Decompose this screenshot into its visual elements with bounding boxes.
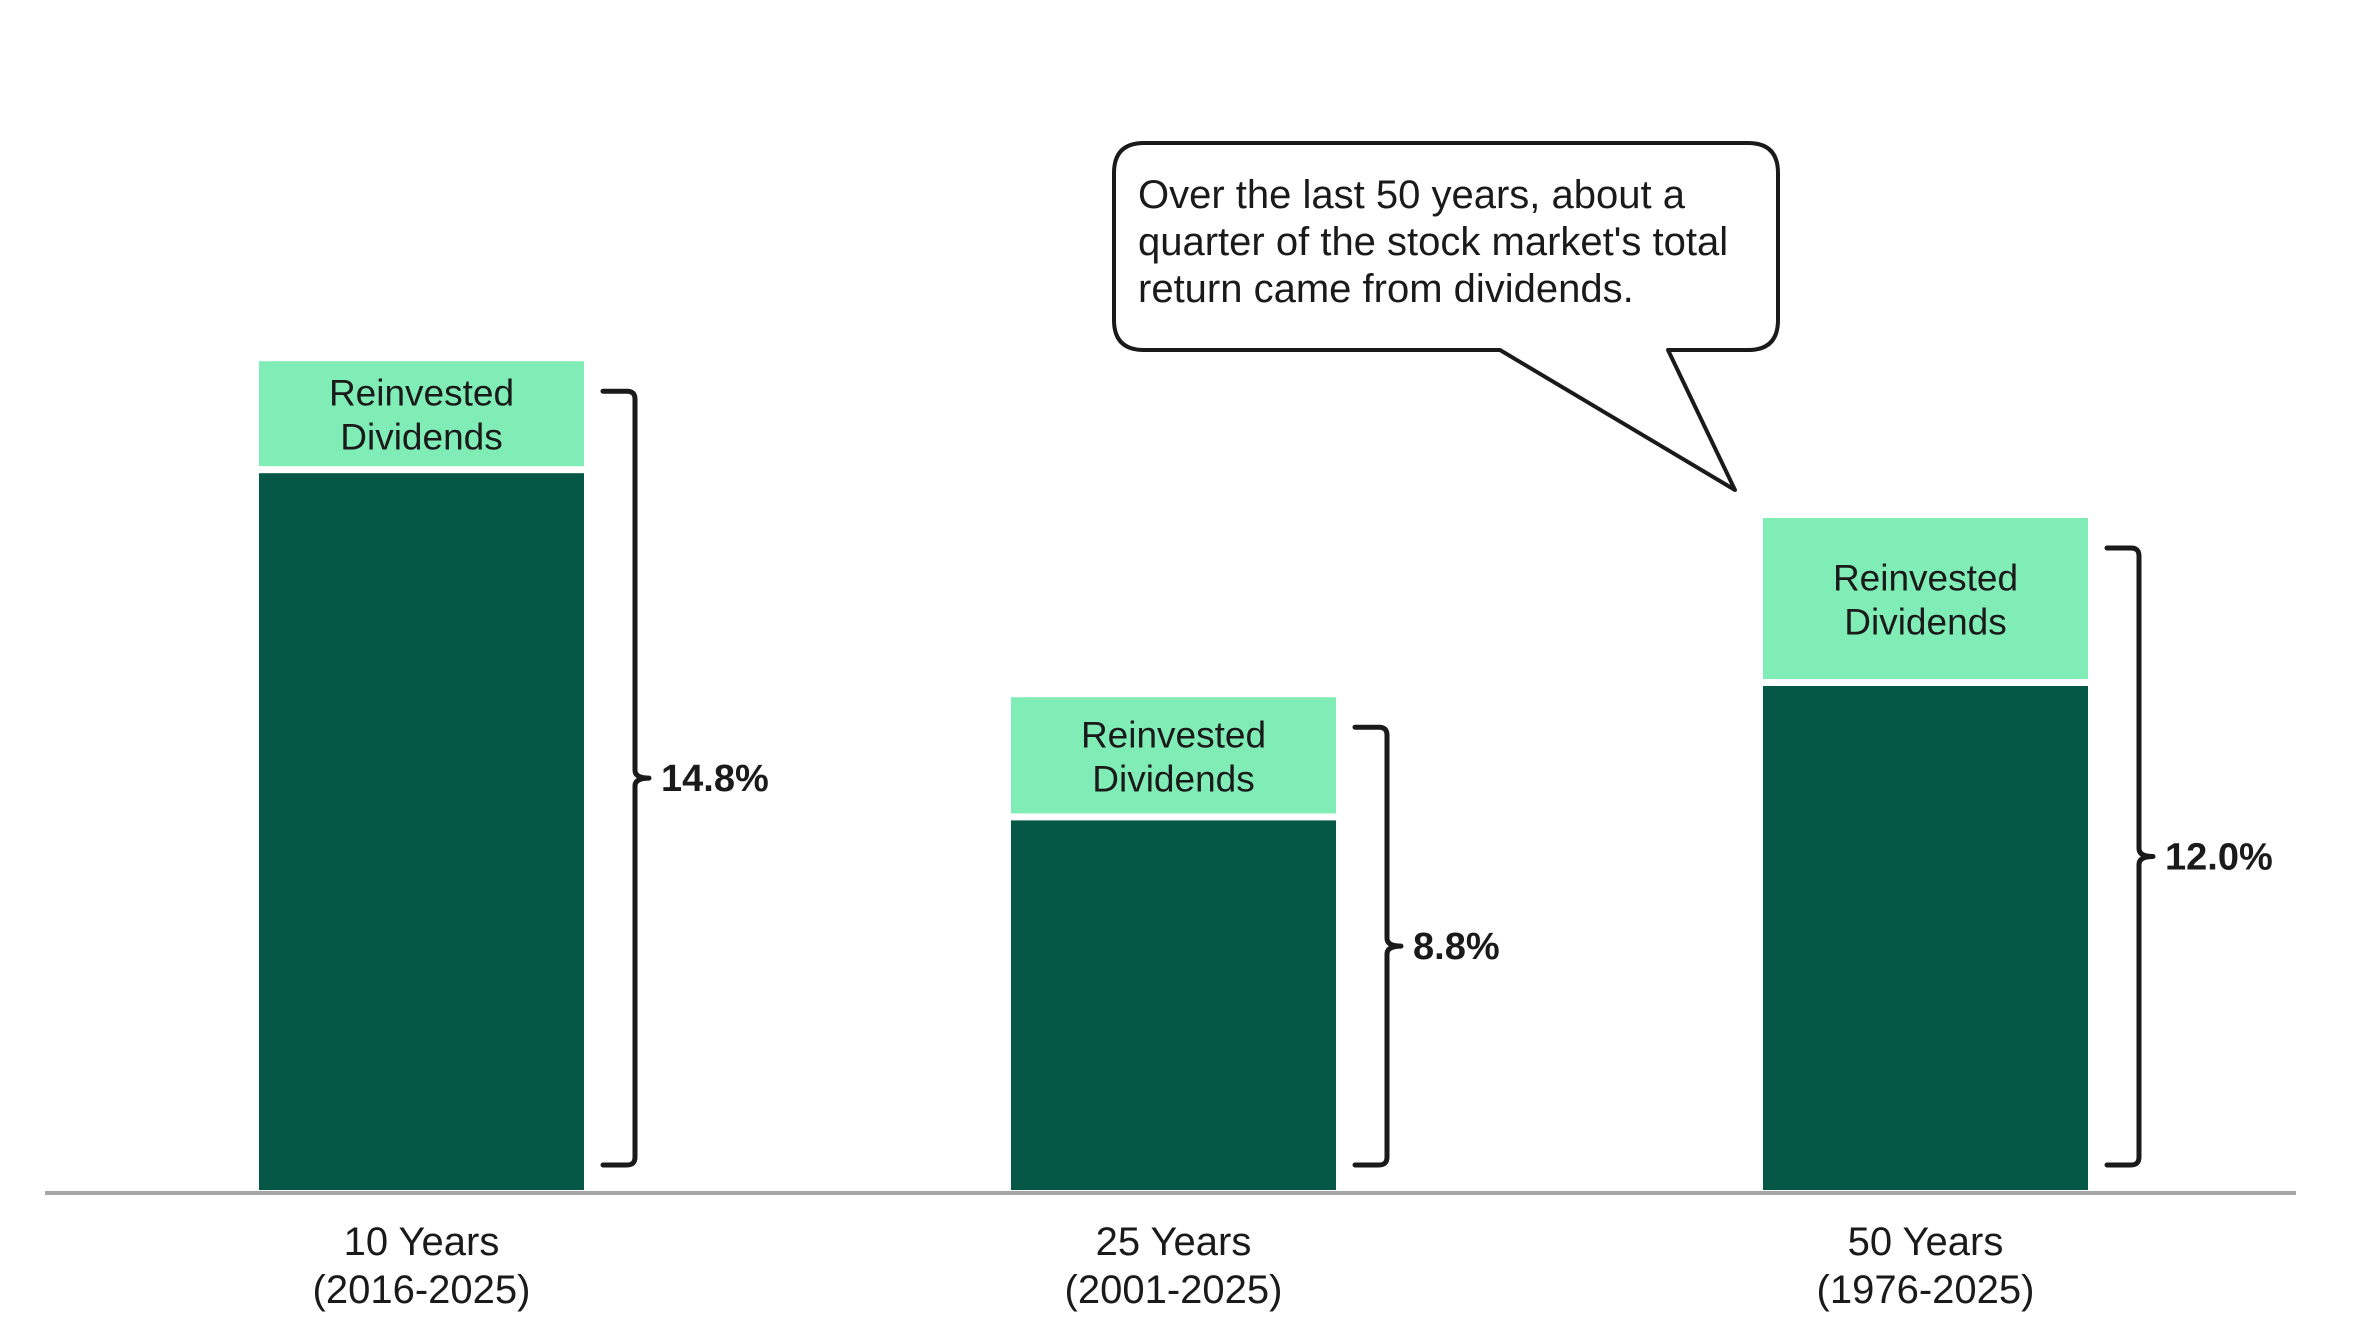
annotation-callout: Over the last 50 years, about a quarter … (1112, 141, 1780, 492)
price-return-bar (1011, 820, 1336, 1190)
total-return-label: 12.0% (2165, 837, 2273, 879)
bars-group: ReinvestedDividendsReinvestedDividendsRe… (259, 361, 2088, 1190)
callout-line-1: Over the last 50 years, about a (1138, 173, 1686, 217)
dividends-segment-label: Reinvested (1081, 714, 1266, 755)
dividends-segment-label: Dividends (1844, 602, 2006, 643)
total-bracket (1352, 724, 1404, 1168)
dividends-segment-label: Dividends (1092, 758, 1254, 799)
total-return-label: 14.8% (661, 758, 769, 800)
callout-bubble (1112, 141, 1780, 492)
dividends-segment-label: Reinvested (329, 373, 514, 414)
x-tick-label: 10 Years (344, 1220, 500, 1264)
price-return-bar (259, 473, 584, 1190)
dividends-segment-label: Reinvested (1833, 558, 2018, 599)
total-bracket (2104, 545, 2156, 1168)
total-return-label: 8.8% (1413, 926, 1500, 968)
total-bracket (600, 388, 652, 1168)
callout-line-3: return came from dividends. (1138, 267, 1634, 311)
x-tick-label-period: (2001-2025) (1065, 1268, 1283, 1312)
x-tick-label: 25 Years (1096, 1220, 1252, 1264)
x-axis-labels-group: 10 Years(2016-2025) 25 Years(2001-2025) 50… (313, 1220, 2035, 1312)
dividends-bar (259, 361, 584, 467)
x-tick-label-period: (2016-2025) (313, 1268, 531, 1312)
callout-text: Over the last 50 years, about a quarter … (1138, 173, 1739, 311)
dividends-bar (1011, 697, 1336, 814)
price-return-bar (1763, 686, 2088, 1190)
dividends-bar (1763, 518, 2088, 679)
total-brackets-group: 14.8% 8.8% 12.0% (600, 388, 2273, 1168)
x-tick-label-period: (1976-2025) (1817, 1268, 2035, 1312)
dividends-segment-label: Dividends (340, 417, 502, 458)
callout-line-2: quarter of the stock market's total (1138, 220, 1728, 264)
x-tick-label: 50 Years (1848, 1220, 2004, 1264)
